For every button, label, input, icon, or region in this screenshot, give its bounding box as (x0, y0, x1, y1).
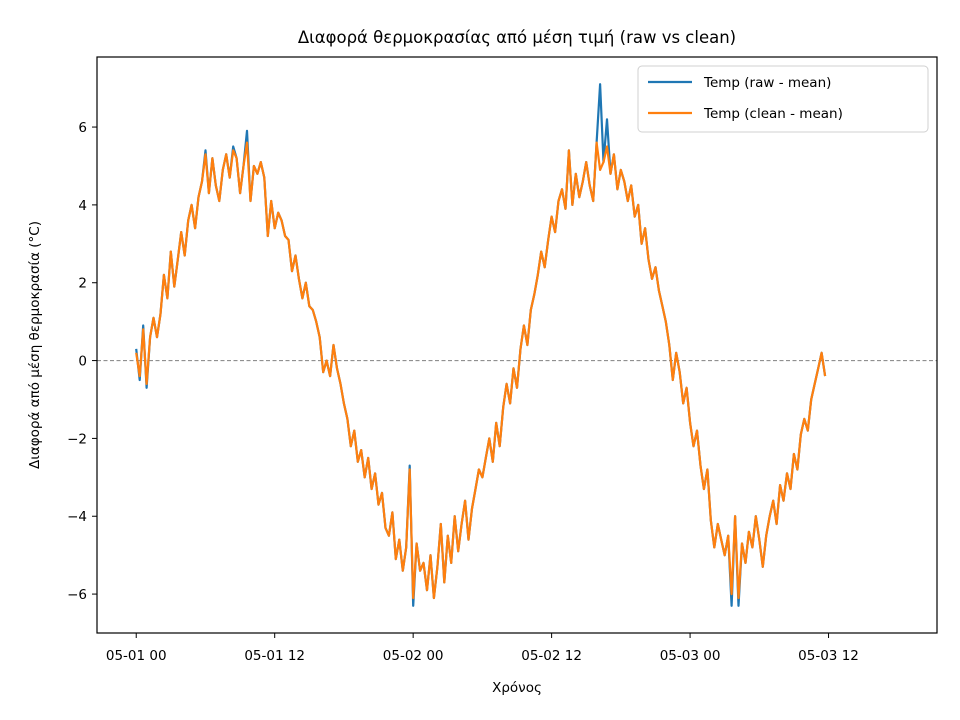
legend-label-2: Temp (clean - mean) (703, 106, 843, 122)
y-tick-label: 2 (78, 276, 87, 292)
y-axis: −6 −4 −2 0 2 4 6 (67, 120, 97, 603)
y-tick-label: 4 (78, 198, 87, 214)
axes-frame (96, 56, 938, 634)
y-tick-label: 6 (78, 120, 87, 136)
x-tick-label: 05-03 00 (660, 648, 721, 664)
series-layer (135, 83, 827, 607)
x-tick-label: 05-01 12 (244, 648, 305, 664)
plot-area (96, 56, 938, 634)
series-line-2 (135, 141, 827, 600)
legend-label-1: Temp (raw - mean) (703, 75, 831, 91)
legend-box (637, 65, 929, 133)
x-tick-label: 05-02 12 (521, 648, 582, 664)
y-tick-label: −4 (67, 509, 87, 525)
x-tick-label: 05-01 00 (106, 648, 167, 664)
x-tick-label: 05-02 00 (383, 648, 444, 664)
x-tick-label: 05-03 12 (798, 648, 859, 664)
y-axis-label: Διαφορά από μέση θερμοκρασία (°C) (27, 221, 43, 469)
x-axis: 05-01 00 05-01 12 05-02 00 05-02 12 05-03 00… (106, 633, 859, 664)
chart-title: Διαφορά θερμοκρασίας από μέση τιμή (raw … (298, 28, 736, 47)
legend: Temp (raw - mean) Temp (clean - mean) (637, 65, 929, 133)
y-tick-label: −2 (67, 431, 87, 447)
x-axis-label: Χρόνος (492, 680, 542, 696)
y-tick-label: −6 (67, 587, 87, 603)
y-tick-label: 0 (78, 354, 87, 370)
